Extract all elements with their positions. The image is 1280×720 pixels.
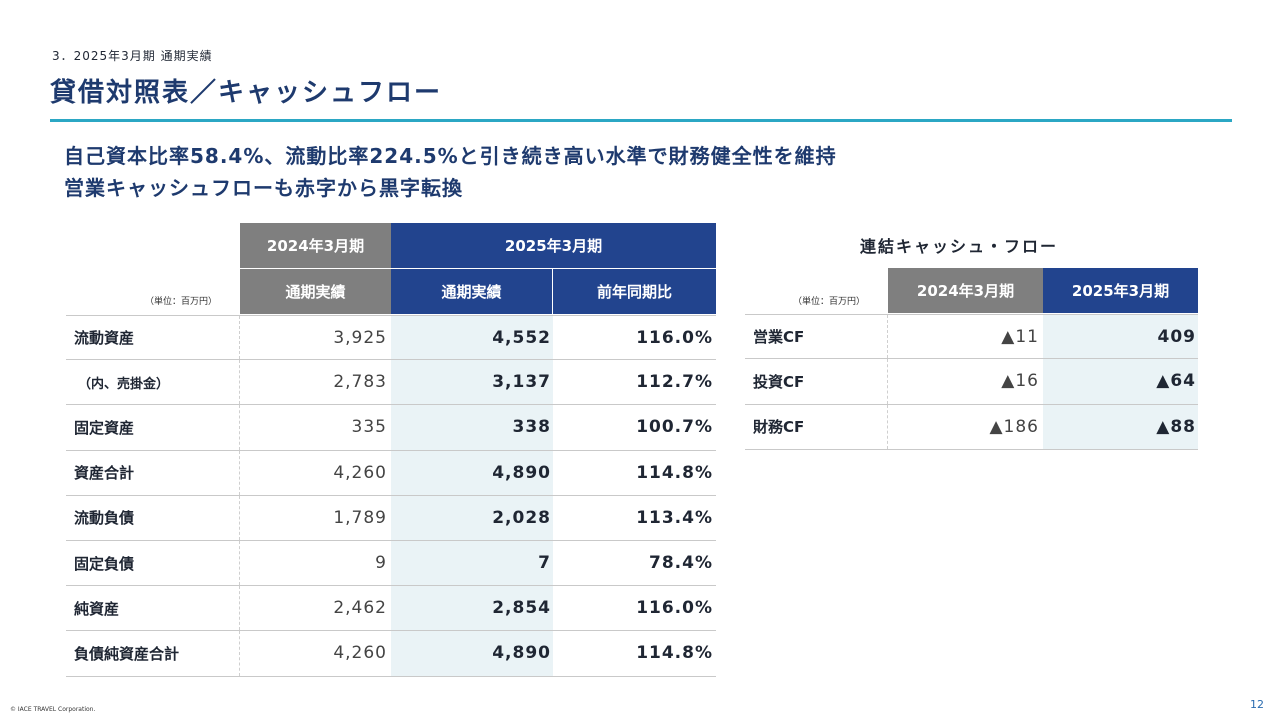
- row-label: （内、売掛金）: [66, 360, 240, 405]
- value-2025: ▲64: [1043, 359, 1198, 404]
- row-label: 資産合計: [66, 450, 240, 495]
- row-label: 財務CF: [745, 404, 888, 449]
- table-row: （内、売掛金） 2,783 3,137 112.7%: [66, 360, 716, 406]
- section-label: 3．2025年3月期 通期実績: [52, 49, 213, 63]
- table-row: 投資CF ▲16 ▲64: [745, 359, 1198, 405]
- value-yoy: 113.4%: [636, 507, 713, 528]
- value-yoy: 114.8%: [636, 462, 713, 483]
- value-2025: 338: [391, 405, 553, 450]
- balance-sheet-table: 2024年3月期 2025年3月期 通期実績 通期実績 前年同期比 流動資産 3,…: [66, 223, 716, 677]
- value-2025: 3,137: [391, 360, 553, 405]
- cash-flow-title: 連結キャッシュ・フロー: [860, 237, 1059, 256]
- value-2024: 4,260: [333, 462, 387, 483]
- value-2024: 335: [351, 417, 387, 438]
- value-2024: ▲11: [1001, 326, 1039, 347]
- balance-sheet-body: 流動資産 3,925 4,552 116.0% （内、売掛金） 2,783 3,137 112…: [66, 315, 716, 677]
- page-number: 12: [1250, 698, 1264, 711]
- value-2025: 409: [1043, 315, 1198, 359]
- cash-flow-unit-note: （単位：百万円）: [793, 297, 866, 307]
- balance-sheet-header-sub: 通期実績 通期実績 前年同期比: [66, 269, 716, 314]
- value-yoy: 116.0%: [636, 598, 713, 619]
- table-row: 営業CF ▲11 409: [745, 314, 1198, 360]
- table-row: 財務CF ▲186 ▲88: [745, 404, 1198, 450]
- value-yoy: 100.7%: [636, 417, 713, 438]
- row-label: 純資産: [66, 586, 240, 631]
- value-2024: ▲186: [989, 416, 1039, 437]
- value-2024: 9: [375, 553, 387, 574]
- table-row: 流動負債 1,789 2,028 113.4%: [66, 495, 716, 541]
- page-title: 貸借対照表／キャッシュフロー: [50, 78, 443, 108]
- header-actual-2024: 通期実績: [240, 269, 391, 314]
- value-2025: 4,552: [391, 316, 553, 360]
- value-2024: ▲16: [1001, 371, 1039, 392]
- table-row: 負債純資産合計 4,260 4,890 114.8%: [66, 631, 716, 677]
- value-yoy: 78.4%: [649, 553, 713, 574]
- row-label: 投資CF: [745, 359, 888, 404]
- headline-line-2: 営業キャッシュフローも赤字から黒字転換: [64, 176, 463, 200]
- value-2025: 4,890: [391, 450, 553, 495]
- value-2025: 7: [391, 540, 553, 586]
- value-yoy: 114.8%: [636, 643, 713, 664]
- value-2024: 3,925: [333, 327, 387, 348]
- value-2024: 4,260: [333, 643, 387, 664]
- value-yoy: 116.0%: [636, 327, 713, 348]
- copyright: © IACE TRAVEL Corporation.: [10, 706, 96, 713]
- table-row: 純資産 2,462 2,854 116.0%: [66, 586, 716, 632]
- cash-flow-header: 2024年3月期 2025年3月期: [745, 268, 1198, 313]
- row-label: 営業CF: [745, 315, 888, 359]
- row-label: 流動負債: [66, 495, 240, 540]
- header-fy2025: 2025年3月期: [391, 223, 716, 268]
- row-label: 流動資産: [66, 316, 240, 360]
- headline-line-1: 自己資本比率58.4%、流動比率224.5%と引き続き高い水準で財務健全性を維持: [64, 144, 837, 168]
- table-row: 資産合計 4,260 4,890 114.8%: [66, 450, 716, 496]
- header-fy2024: 2024年3月期: [240, 223, 391, 268]
- value-2025: ▲88: [1043, 404, 1198, 449]
- headline: 自己資本比率58.4%、流動比率224.5%と引き続き高い水準で財務健全性を維持…: [64, 140, 837, 204]
- value-2025: 2,854: [391, 586, 553, 631]
- balance-sheet-header-top: 2024年3月期 2025年3月期: [66, 223, 716, 268]
- row-label: 固定負債: [66, 540, 240, 586]
- title-rule: [50, 119, 1232, 122]
- row-label: 負債純資産合計: [66, 631, 240, 676]
- balance-sheet-unit-note: （単位：百万円）: [145, 297, 218, 307]
- cash-flow-table: 2024年3月期 2025年3月期 営業CF ▲11 409 投資CF ▲16 ▲64 財務…: [745, 268, 1198, 450]
- value-2025: 2,028: [391, 495, 553, 540]
- value-2025: 4,890: [391, 631, 553, 676]
- table-row: 固定負債 9 7 78.4%: [66, 540, 716, 587]
- table-row: 固定資産 335 338 100.7%: [66, 405, 716, 451]
- cf-header-fy2024: 2024年3月期: [888, 268, 1043, 313]
- value-2024: 2,462: [333, 598, 387, 619]
- cash-flow-body: 営業CF ▲11 409 投資CF ▲16 ▲64 財務CF ▲186 ▲88: [745, 314, 1198, 450]
- value-yoy: 112.7%: [636, 372, 713, 393]
- value-2024: 2,783: [333, 372, 387, 393]
- header-actual-2025: 通期実績: [391, 269, 552, 314]
- header-yoy: 前年同期比: [553, 269, 716, 314]
- row-label: 固定資産: [66, 405, 240, 450]
- cf-header-fy2025: 2025年3月期: [1043, 268, 1198, 313]
- table-row: 流動資産 3,925 4,552 116.0%: [66, 315, 716, 361]
- value-2024: 1,789: [333, 507, 387, 528]
